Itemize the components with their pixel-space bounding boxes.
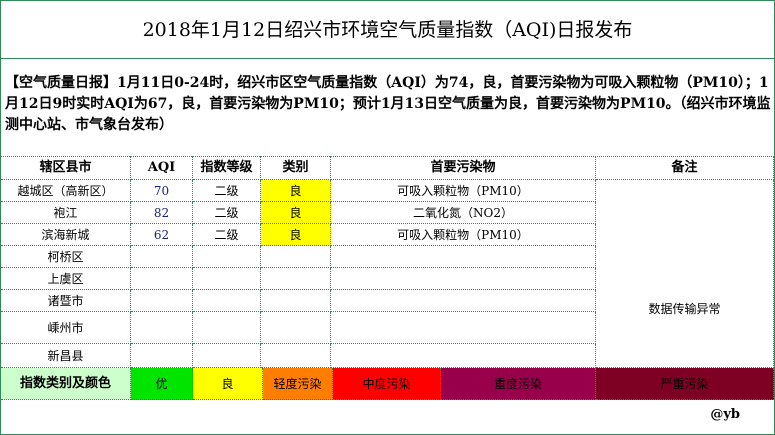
page-title: 2018年1月12日绍兴市环境空气质量指数（AQI)日报发布: [1, 1, 774, 59]
area-cell: 新昌县: [1, 344, 131, 368]
pollutant-cell: [331, 290, 596, 312]
area-cell: 上虞区: [1, 268, 131, 290]
header-aqi: AQI: [131, 156, 193, 180]
aqi-cell: [131, 290, 193, 312]
area-cell: 滨海新城: [1, 224, 131, 246]
area-cell: 柯桥区: [1, 246, 131, 268]
category-cell: [261, 312, 331, 344]
daily-notice: 【空气质量日报】1月11日0-24时，绍兴市区空气质量指数（AQI）为74，良，…: [5, 75, 771, 133]
legend-label: 指数类别及颜色: [1, 368, 131, 400]
level-cell: 二级: [193, 180, 261, 202]
level-cell: [193, 246, 261, 268]
level-cell: 二级: [193, 202, 261, 224]
aqi-cell: [131, 246, 193, 268]
legend-item: 中度污染: [333, 368, 441, 400]
legend-item: 优: [131, 368, 193, 400]
category-cell: 良: [261, 224, 331, 246]
header-area: 辖区县市: [1, 156, 131, 180]
level-cell: [193, 312, 261, 344]
legend-item: 严重污染: [596, 368, 774, 400]
aqi-cell: [131, 268, 193, 290]
level-cell: [193, 268, 261, 290]
category-cell: [261, 246, 331, 268]
pollutant-cell: 二氧化氮（NO2）: [331, 202, 596, 224]
area-cell: 诸暨市: [1, 290, 131, 312]
header-remark: 备注: [596, 156, 774, 180]
pollutant-cell: [331, 246, 596, 268]
aqi-cell: [131, 312, 193, 344]
category-cell: 良: [261, 180, 331, 202]
area-cell: 嵊州市: [1, 312, 131, 344]
aqi-cell: [131, 344, 193, 368]
pollutant-cell: [331, 344, 596, 368]
header-category: 类别: [261, 156, 331, 180]
category-cell: [261, 344, 331, 368]
pollutant-cell: [331, 312, 596, 344]
legend-item: 重度污染: [441, 368, 596, 400]
aqi-cell: 82: [131, 202, 193, 224]
legend-item: 轻度污染: [263, 368, 333, 400]
category-cell: 良: [261, 202, 331, 224]
legend-item: 良: [193, 368, 263, 400]
category-cell: [261, 290, 331, 312]
aqi-cell: 62: [131, 224, 193, 246]
pollutant-cell: 可吸入颗粒物（PM10）: [331, 180, 596, 202]
header-level: 指数等级: [193, 156, 261, 180]
level-cell: [193, 344, 261, 368]
pollutant-cell: [331, 268, 596, 290]
footer-signature: @yb: [710, 407, 740, 422]
level-cell: [193, 290, 261, 312]
remark-cell: 数据传输异常: [596, 180, 774, 368]
aqi-cell: 70: [131, 180, 193, 202]
level-cell: 二级: [193, 224, 261, 246]
area-cell: 越城区（高新区）: [1, 180, 131, 202]
table-top-border: [1, 156, 774, 157]
header-pollutant: 首要污染物: [331, 156, 596, 180]
pollutant-cell: 可吸入颗粒物（PM10）: [331, 224, 596, 246]
category-cell: [261, 268, 331, 290]
area-cell: 袍江: [1, 202, 131, 224]
